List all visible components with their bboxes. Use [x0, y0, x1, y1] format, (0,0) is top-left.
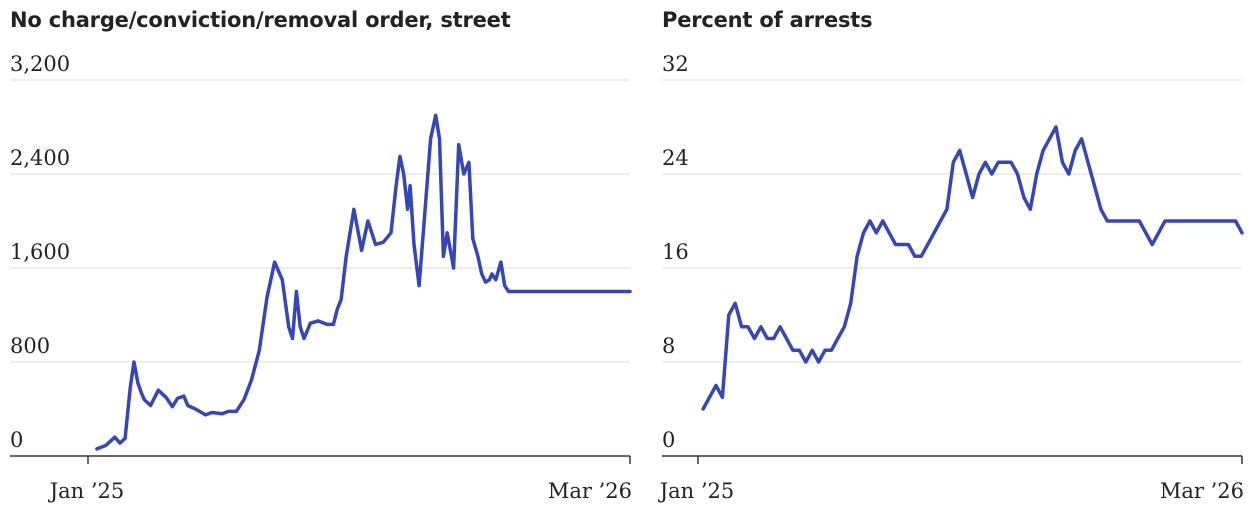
- y-tick-label: 0: [10, 428, 23, 452]
- chart-street: 0 800 1,600 2,400 3,200 Jan ’25 Mar ’26: [10, 52, 632, 503]
- series-line: [701, 125, 1244, 411]
- x-tick-label: Jan ’25: [48, 479, 125, 503]
- y-tick-label: 0: [662, 428, 675, 452]
- y-tick-label: 8: [662, 334, 675, 358]
- x-tick-label: Mar ’26: [548, 479, 632, 503]
- chart-title: No charge/conviction/removal order, stre…: [10, 8, 511, 32]
- y-tick-label: 800: [10, 334, 50, 358]
- x-tick-label: Mar ’26: [1160, 479, 1244, 503]
- chart-panel-percent: Percent of arrests 0 8 16 24 32 Jan ’25 Mar ’2…: [652, 0, 1252, 506]
- y-tick-label: 1,600: [10, 240, 70, 264]
- y-tick-label: 2,400: [10, 146, 70, 170]
- y-tick-label: 16: [662, 240, 689, 264]
- y-tick-label: 24: [662, 146, 689, 170]
- x-tick-label: Jan ’25: [658, 479, 735, 503]
- chart-title: Percent of arrests: [662, 8, 873, 32]
- y-tick-label: 32: [662, 52, 689, 76]
- y-tick-label: 3,200: [10, 52, 70, 76]
- chart-percent: 0 8 16 24 32 Jan ’25 Mar ’26: [658, 52, 1244, 503]
- series-line: [95, 113, 632, 451]
- chart-panel-street: No charge/conviction/removal order, stre…: [10, 8, 632, 503]
